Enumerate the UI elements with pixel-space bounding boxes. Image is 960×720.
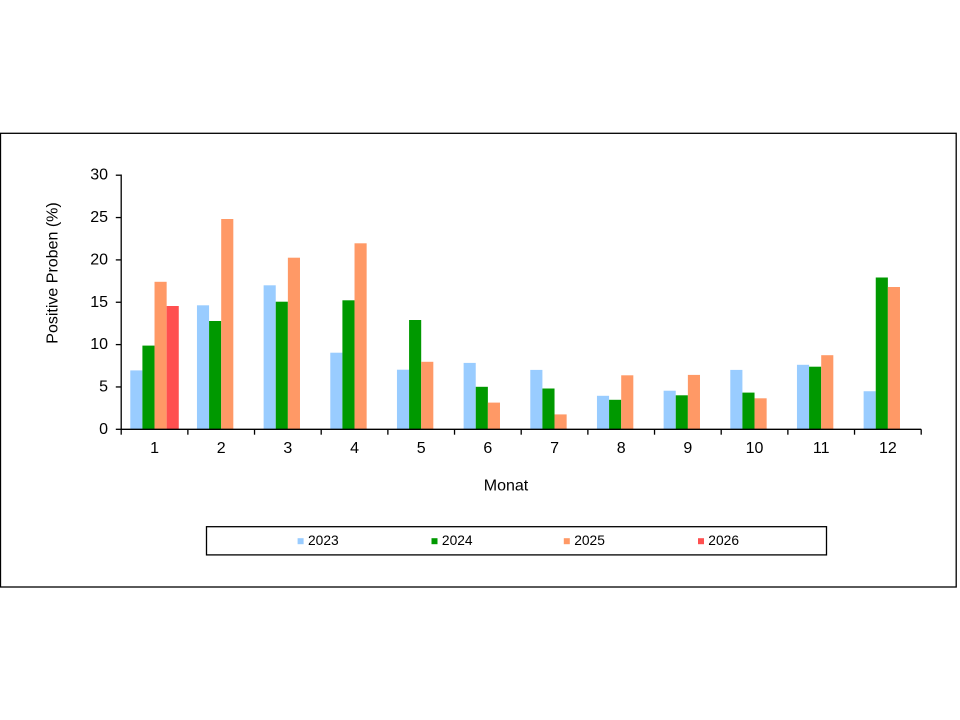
- svg-text:9: 9: [683, 440, 692, 457]
- svg-text:2026: 2026: [708, 533, 739, 548]
- svg-text:8: 8: [617, 440, 626, 457]
- svg-text:30: 30: [90, 167, 108, 184]
- svg-text:15: 15: [90, 294, 108, 311]
- svg-text:6: 6: [483, 440, 492, 457]
- svg-text:5: 5: [99, 378, 108, 395]
- svg-text:Monat: Monat: [484, 477, 529, 494]
- svg-text:2: 2: [217, 440, 226, 457]
- svg-text:Positive Proben (%): Positive Proben (%): [44, 202, 61, 343]
- svg-text:1: 1: [150, 440, 159, 457]
- svg-text:11: 11: [813, 440, 830, 457]
- svg-text:12: 12: [879, 440, 897, 457]
- svg-text:5: 5: [417, 440, 426, 457]
- svg-text:3: 3: [283, 440, 292, 457]
- svg-text:4: 4: [350, 440, 359, 457]
- svg-text:0: 0: [99, 421, 108, 438]
- svg-text:10: 10: [746, 440, 764, 457]
- svg-text:20: 20: [90, 251, 108, 268]
- svg-text:2023: 2023: [308, 533, 339, 548]
- svg-text:10: 10: [90, 336, 108, 353]
- svg-text:2024: 2024: [442, 533, 473, 548]
- svg-text:2025: 2025: [574, 533, 605, 548]
- svg-text:7: 7: [550, 440, 559, 457]
- svg-text:25: 25: [90, 209, 108, 226]
